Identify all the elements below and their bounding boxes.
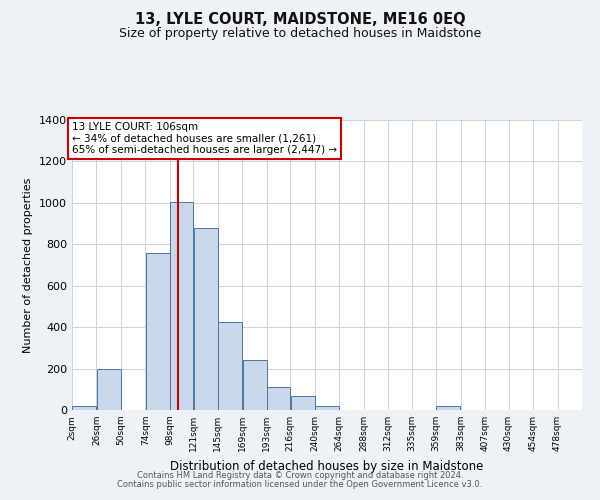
X-axis label: Distribution of detached houses by size in Maidstone: Distribution of detached houses by size …: [170, 460, 484, 472]
Bar: [146, 252, 170, 410]
Bar: [315, 406, 339, 410]
Text: Size of property relative to detached houses in Maidstone: Size of property relative to detached ho…: [119, 28, 481, 40]
Bar: [218, 322, 242, 410]
Bar: [242, 360, 266, 410]
Bar: [97, 368, 121, 410]
Bar: [194, 228, 218, 410]
Text: 13, LYLE COURT, MAIDSTONE, ME16 0EQ: 13, LYLE COURT, MAIDSTONE, ME16 0EQ: [134, 12, 466, 28]
Bar: [436, 406, 460, 410]
Bar: [72, 406, 96, 410]
Bar: [267, 387, 290, 410]
Text: Contains public sector information licensed under the Open Government Licence v3: Contains public sector information licen…: [118, 480, 482, 489]
Bar: [290, 396, 314, 410]
Bar: [170, 202, 193, 410]
Text: Contains HM Land Registry data © Crown copyright and database right 2024.: Contains HM Land Registry data © Crown c…: [137, 471, 463, 480]
Y-axis label: Number of detached properties: Number of detached properties: [23, 178, 34, 352]
Text: 13 LYLE COURT: 106sqm
← 34% of detached houses are smaller (1,261)
65% of semi-d: 13 LYLE COURT: 106sqm ← 34% of detached …: [72, 122, 337, 156]
